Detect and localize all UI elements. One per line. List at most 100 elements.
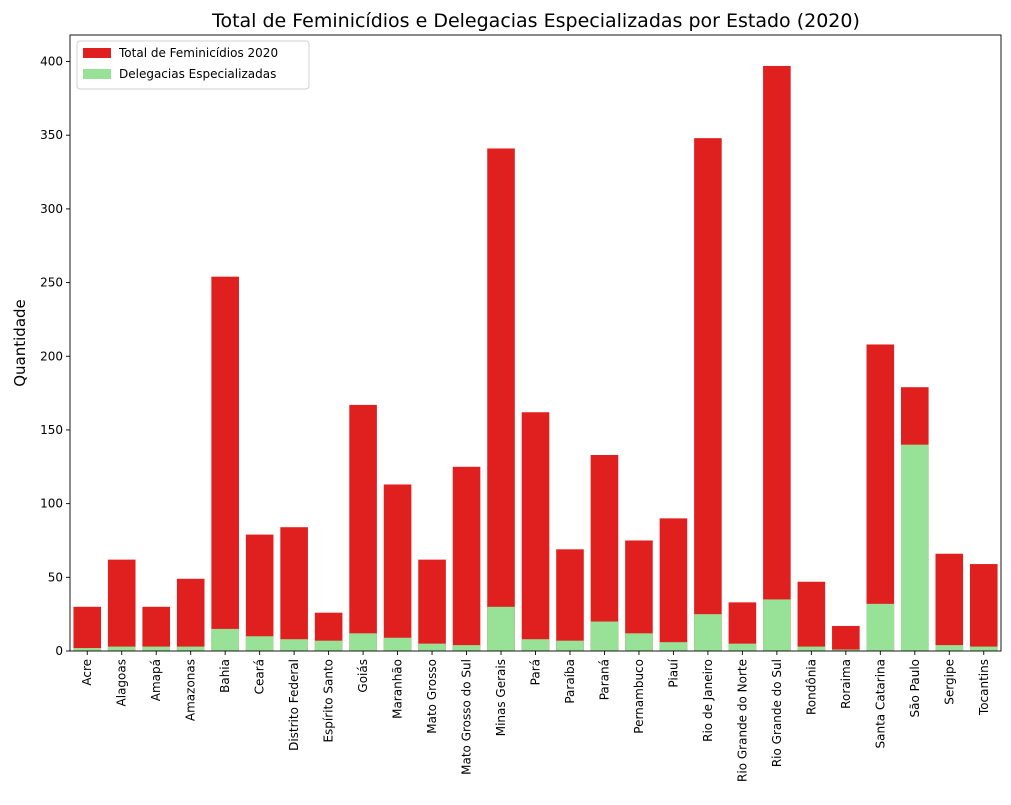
x-tick-label: Amapá: [149, 659, 163, 701]
feminicidios-bar-rondonia: [797, 581, 826, 651]
feminicidios-bar-paraiba: [556, 549, 584, 651]
legend-label-feminicidios: Total de Feminicídios 2020: [118, 46, 278, 60]
legend-swatch-feminicidios: [83, 48, 111, 58]
x-tick-label: Roraima: [839, 659, 853, 709]
x-tick-label: Rio Grande do Norte: [735, 659, 749, 782]
feminicidios-bar-rio-grande-do-norte: [728, 602, 757, 651]
delegacias-bar-paraiba: [556, 640, 584, 651]
x-tick-label: Pará: [529, 659, 543, 685]
x-tick-label: Distrito Federal: [287, 659, 301, 751]
x-tick-label: São Paulo: [908, 659, 922, 717]
x-tick-label: Maranhão: [391, 659, 405, 719]
x-tick-label: Ceará: [253, 659, 267, 694]
delegacias-bar-rio-de-janeiro: [694, 614, 722, 651]
x-tick-label: Paraíba: [563, 659, 577, 704]
feminicidios-bar-santa-catarina: [866, 344, 895, 651]
feminicidios-bar-parana: [590, 455, 619, 651]
y-axis-label: Quantidade: [11, 299, 29, 387]
x-tick-label: Santa Catarina: [873, 659, 887, 748]
delegacias-bar-espirito-santo: [314, 640, 343, 651]
feminicidios-bar-bahia: [211, 276, 239, 651]
y-tick-label: 350: [40, 128, 63, 142]
feminicidios-bar-minas-gerais: [487, 148, 515, 651]
delegacias-bar-maranhao: [383, 637, 412, 651]
feminicidios-bar-pernambuco: [625, 540, 653, 651]
y-axis-ticks: 0 50 100 150 200 250 300 350 400: [40, 55, 70, 658]
y-tick-label: 300: [40, 202, 63, 216]
x-tick-label: Amazonas: [184, 659, 198, 721]
delegacias-bar-acre: [73, 648, 102, 651]
x-tick-label: Pernambuco: [632, 659, 646, 734]
delegacias-bar-rio-grande-do-sul: [763, 599, 791, 651]
x-axis-ticks: Acre Alagoas Amapá Amazonas Bahia Ceará Distri…: [80, 651, 991, 782]
x-tick-label: Tocantins: [977, 659, 991, 716]
delegacias-bar-tocantins: [969, 646, 998, 651]
feminicidios-bar-maranhao: [383, 484, 412, 651]
delegacias-bar-parana: [590, 621, 619, 651]
delegacias-bar-rio-grande-do-norte: [728, 643, 757, 651]
x-tick-label: Bahia: [218, 659, 232, 693]
feminicidios-bar-mato-grosso-do-sul: [452, 466, 481, 651]
x-tick-label: Rio de Janeiro: [701, 659, 715, 742]
feminicidios-bar-amazonas: [176, 578, 205, 651]
delegacias-bar-minas-gerais: [487, 606, 515, 651]
delegacias-bar-bahia: [211, 628, 239, 651]
plot-frame: [69, 34, 1002, 652]
delegacias-bar-goias: [349, 633, 377, 651]
x-tick-label: Acre: [80, 659, 94, 686]
legend-label-delegacias: Delegacias Especializadas: [119, 67, 276, 81]
feminicidios-bar-rio-de-janeiro: [694, 138, 722, 651]
delegacias-bar-santa-catarina: [866, 603, 895, 651]
delegacias-bar-ceara: [245, 636, 274, 651]
feminicidios-bar-tocantins: [969, 564, 998, 651]
legend-swatch-delegacias: [83, 69, 111, 79]
feminicidios-bars: [73, 65, 998, 651]
delegacias-bar-amazonas: [176, 646, 205, 651]
delegacias-bar-rondonia: [797, 646, 826, 651]
x-tick-label: Paraná: [597, 659, 611, 700]
delegacias-bar-roraima: [832, 649, 860, 651]
feminicidios-bar-para: [521, 412, 550, 651]
delegacias-bar-sao-paulo: [901, 444, 929, 651]
delegacias-bar-sergipe: [935, 645, 964, 651]
delegacias-bar-mato-grosso-do-sul: [452, 645, 481, 651]
delegacias-bar-alagoas: [107, 646, 136, 651]
delegacias-bar-mato-grosso: [418, 643, 446, 651]
y-tick-label: 200: [40, 349, 63, 363]
y-tick-label: 250: [40, 276, 63, 290]
delegacias-bar-amapa: [142, 646, 170, 651]
x-tick-label: Mato Grosso: [425, 659, 439, 734]
x-tick-label: Sergipe: [942, 659, 956, 705]
y-tick-label: 100: [40, 497, 63, 511]
feminicidios-bar-mato-grosso: [418, 559, 446, 651]
feminicidios-bar-alagoas: [107, 559, 136, 651]
y-tick-label: 50: [48, 570, 63, 584]
x-tick-label: Mato Grosso do Sul: [460, 659, 474, 775]
chart-title: Total de Feminicídios e Delegacias Espec…: [211, 10, 860, 32]
legend-box: [76, 40, 310, 90]
x-tick-label: Espírito Santo: [322, 659, 336, 743]
delegacias-bar-distrito-federal: [280, 639, 308, 651]
feminicidios-bar-rio-grande-do-sul: [763, 65, 791, 651]
x-tick-label: Minas Gerais: [494, 659, 508, 736]
feminicidios-bar-goias: [349, 404, 377, 651]
x-tick-label: Goiás: [356, 659, 370, 693]
delegacias-bar-piaui: [659, 642, 688, 651]
delegacias-bar-pernambuco: [625, 633, 653, 651]
legend: Total de Feminicídios 2020 Delegacias Es…: [76, 40, 310, 90]
delegacias-bar-para: [521, 639, 550, 651]
feminicidios-bar-acre: [73, 606, 102, 651]
delegacias-bars: [73, 444, 998, 651]
feminicidios-bar-piaui: [659, 518, 688, 651]
x-tick-label: Rondônia: [804, 659, 818, 715]
y-tick-label: 0: [55, 644, 63, 658]
x-tick-label: Rio Grande do Sul: [770, 659, 784, 767]
feminicidios-bar-sergipe: [935, 553, 964, 651]
feminicidios-bar-amapa: [142, 606, 170, 651]
x-tick-label: Alagoas: [115, 659, 129, 706]
y-tick-label: 150: [40, 423, 63, 437]
y-tick-label: 400: [40, 55, 63, 69]
feminicidios-bar-roraima: [832, 625, 860, 651]
